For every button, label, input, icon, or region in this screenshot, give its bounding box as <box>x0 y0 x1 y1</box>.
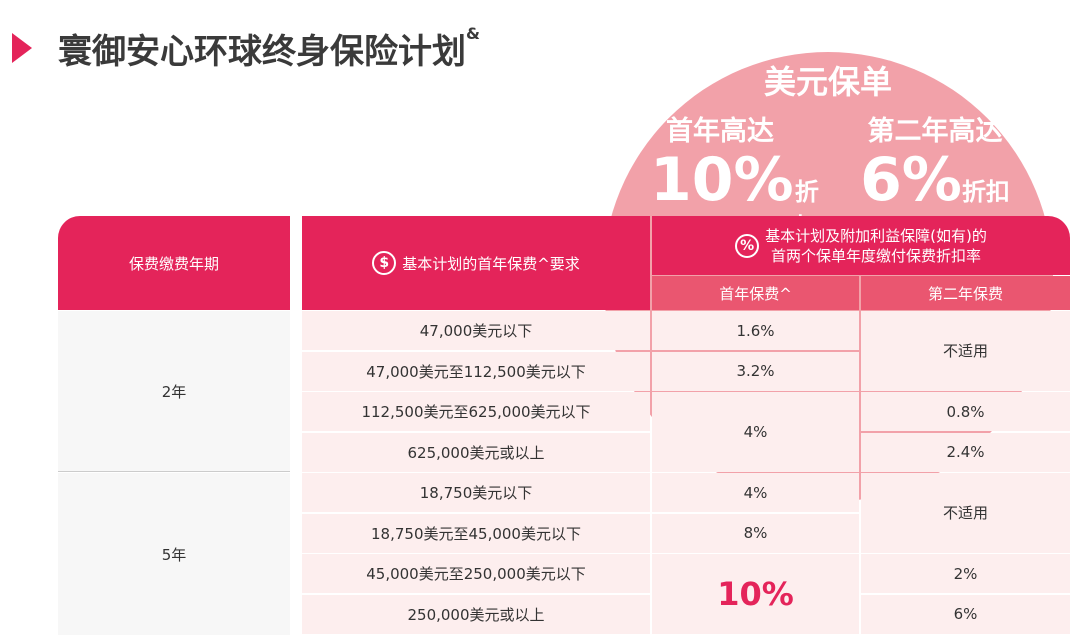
offer-value: 6% <box>860 145 962 215</box>
amount-cell: 18,750美元以下 <box>302 473 650 512</box>
amount-cell: 47,000美元至112,500美元以下 <box>302 351 650 391</box>
amount-cell: 47,000美元以下 <box>302 311 650 350</box>
header-cell: $ 基本计划的首年保费^要求 <box>302 216 650 310</box>
rate-cell: 2.4% <box>861 432 1070 472</box>
amount-cell: 45,000美元至250,000美元以下 <box>302 554 650 593</box>
subheader-cell: 首年保费^ <box>652 276 859 310</box>
header-cell: % 基本计划及附加利益保障(如有)的 首两个保单年度缴付保费折扣率 <box>652 216 1070 275</box>
title-wrap: 寰御安心环球终身保险计划 & <box>58 24 480 72</box>
header-text: 基本计划的首年保费^要求 <box>402 254 580 273</box>
offer: 10%折扣 <box>650 145 820 241</box>
rate-cell: 8% <box>652 513 859 553</box>
rate-cell: 2% <box>861 554 1070 593</box>
header-cell: 保费缴费年期 <box>58 216 290 310</box>
icon: % <box>735 233 760 258</box>
term-cell: 2年 <box>58 311 290 472</box>
amount-cell: 18,750美元至45,000美元以下 <box>302 513 650 553</box>
rate-cell: 3.2% <box>652 351 859 391</box>
rate-cell: 0.8% <box>861 392 1070 431</box>
rate-cell: 4% <box>652 392 859 472</box>
title-arrow <box>12 33 32 63</box>
rate-cell: 6% <box>861 594 1070 634</box>
rate-cell: 不适用 <box>861 473 1070 553</box>
rate-cell: 1.6% <box>652 311 859 350</box>
amount-cell: 625,000美元或以上 <box>302 432 650 472</box>
offer-unit: 折扣 <box>961 178 1010 206</box>
rate-cell: 10% <box>652 554 859 634</box>
amount-cell: 112,500美元至625,000美元以下 <box>302 392 650 431</box>
offer-value: 10% <box>650 145 794 215</box>
amount-cell: 250,000美元或以上 <box>302 594 650 634</box>
title: 寰御安心环球终身保险计划 <box>58 31 466 72</box>
icon: $ <box>372 251 397 275</box>
offer-label: 首年高达 <box>666 115 774 147</box>
offer-label: 第二年高达 <box>867 115 1003 147</box>
subheader-cell: 第二年保费 <box>861 276 1070 310</box>
title-mark: & <box>466 24 480 43</box>
header-line: 首两个保单年度缴付保费折扣率 <box>770 246 981 265</box>
header-text: 基本计划及附加利益保障(如有)的 首两个保单年度缴付保费折扣率 <box>765 226 987 266</box>
term-cell: 5年 <box>58 473 290 635</box>
rate-cell: 不适用 <box>861 311 1070 391</box>
banner-title: 美元保单 <box>763 63 892 101</box>
rate-cell: 4% <box>652 473 859 512</box>
header-line: 基本计划及附加利益保障(如有)的 <box>765 226 987 245</box>
offer: 6% 折扣 <box>855 145 1015 215</box>
